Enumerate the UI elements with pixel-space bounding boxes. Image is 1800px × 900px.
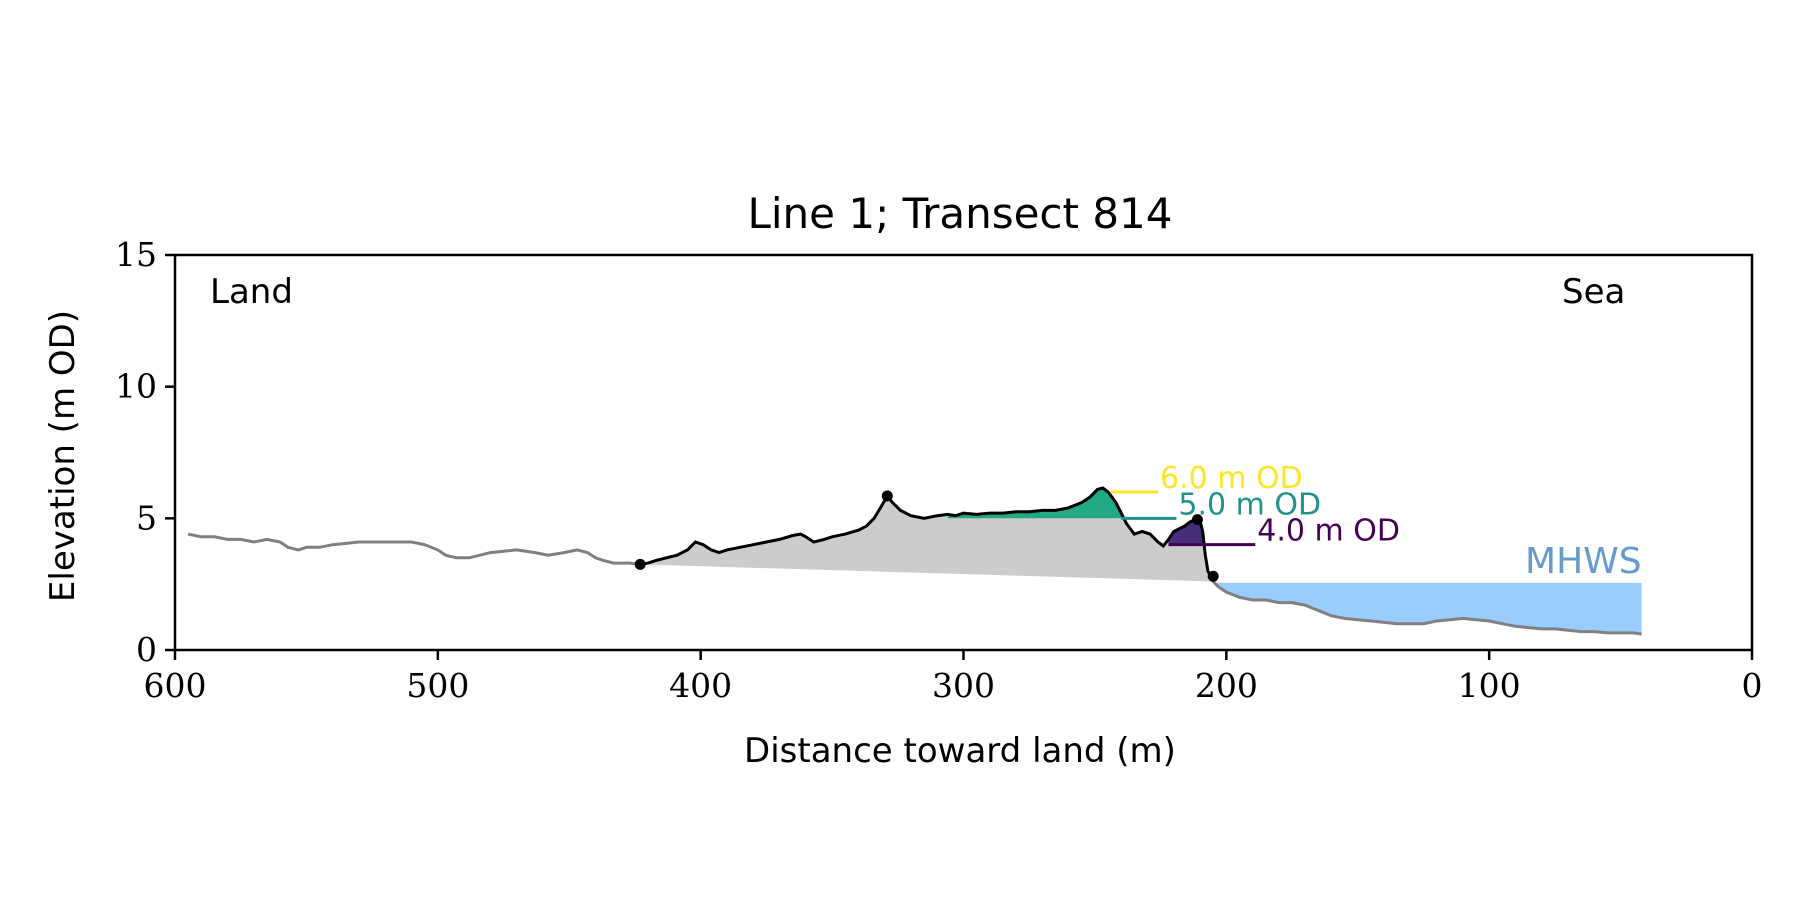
dune-point-1	[634, 558, 646, 570]
sea-label: Sea	[1562, 272, 1625, 312]
x-tick-label-0: 0	[1742, 666, 1763, 705]
dune-point-4	[1207, 570, 1219, 582]
x-tick-label-100: 100	[1458, 666, 1521, 705]
plot-area: 6.0 m OD5.0 m OD4.0 m OD MHWS	[187, 461, 1642, 636]
dune-point-3	[1191, 514, 1203, 526]
profile-line-dune	[639, 486, 1212, 577]
y-tick-label-10: 10	[115, 367, 157, 406]
y-tick-label-0: 0	[136, 630, 157, 669]
level-label-6: 6.0 m OD	[1160, 461, 1303, 496]
mhws-label: MHWS	[1525, 541, 1642, 582]
chart-title: Line 1; Transect 814	[747, 189, 1172, 238]
x-tick-label-500: 500	[406, 666, 469, 705]
x-tick-label-400: 400	[669, 666, 732, 705]
profile-line-landward	[187, 532, 641, 566]
y-tick-label-15: 15	[115, 235, 157, 274]
y-axis-label: Elevation (m OD)	[43, 310, 83, 602]
dune-volume-fill	[640, 488, 1214, 582]
x-tick-label-300: 300	[932, 666, 995, 705]
x-tick-label-200: 200	[1195, 666, 1258, 705]
level-label-5: 5.0 m OD	[1178, 487, 1321, 522]
level-fill-5	[947, 488, 1127, 519]
x-axis-label: Distance toward land (m)	[744, 731, 1176, 771]
axes: 600 500 400 300 200 100 0 0 5 10 15	[115, 235, 1763, 705]
level-fill-4	[1168, 519, 1203, 545]
x-tick-label-600: 600	[144, 666, 207, 705]
y-tick-label-5: 5	[136, 498, 157, 537]
mhws-water-fill	[1213, 582, 1642, 635]
level-label-4: 4.0 m OD	[1257, 514, 1400, 549]
profile-line-seaward	[1209, 575, 1642, 636]
dune-point-2	[881, 490, 893, 502]
land-label: Land	[210, 272, 293, 312]
